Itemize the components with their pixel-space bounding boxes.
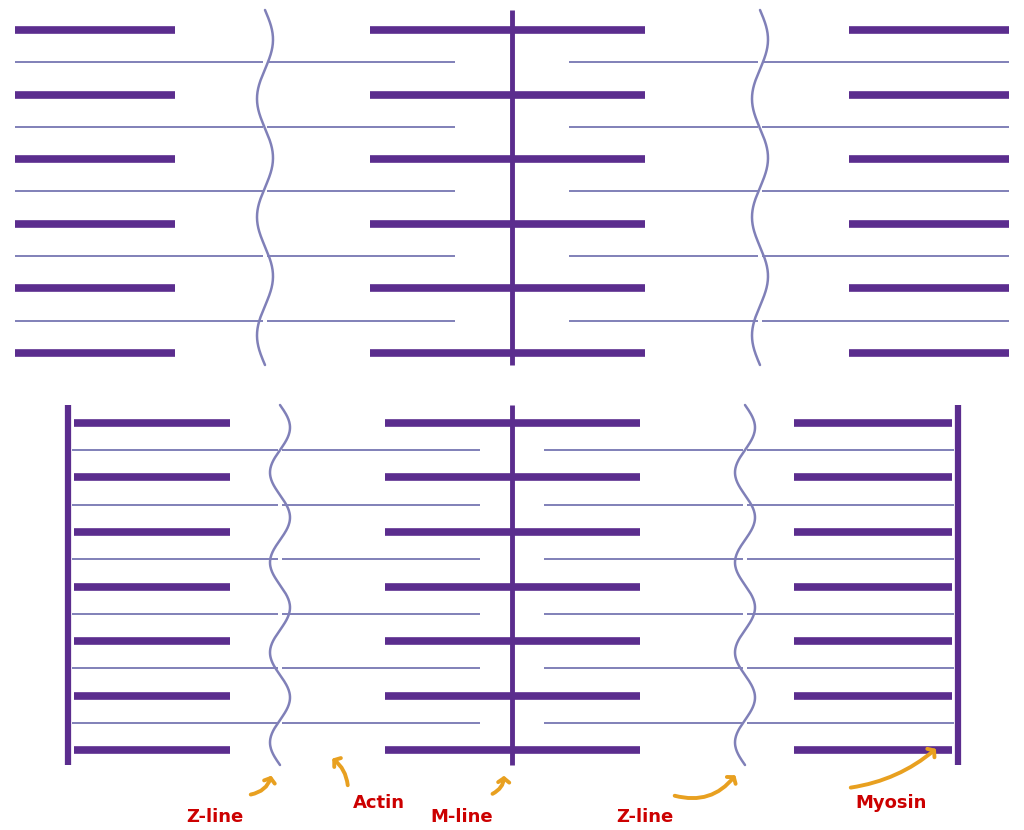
Text: M-line: M-line [430, 808, 493, 826]
Text: Z-line: Z-line [616, 808, 674, 826]
Text: Myosin: Myosin [855, 794, 927, 812]
Text: Actin: Actin [353, 794, 406, 812]
Text: Z-line: Z-line [186, 808, 244, 826]
